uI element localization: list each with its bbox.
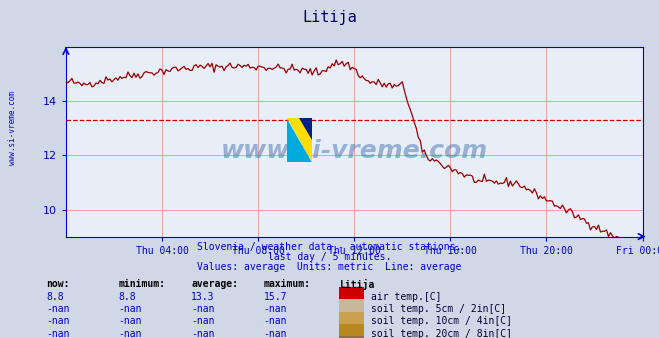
Text: soil temp. 5cm / 2in[C]: soil temp. 5cm / 2in[C] — [371, 304, 506, 314]
Text: -nan: -nan — [119, 316, 142, 327]
Text: www.si-vreme.com: www.si-vreme.com — [221, 139, 488, 164]
Text: 8.8: 8.8 — [46, 292, 64, 302]
Text: -nan: -nan — [119, 329, 142, 338]
Text: 15.7: 15.7 — [264, 292, 287, 302]
Text: Litija: Litija — [302, 10, 357, 25]
Text: minimum:: minimum: — [119, 279, 165, 289]
Text: soil temp. 20cm / 8in[C]: soil temp. 20cm / 8in[C] — [371, 329, 512, 338]
Text: air temp.[C]: air temp.[C] — [371, 292, 442, 302]
Text: -nan: -nan — [191, 329, 215, 338]
Text: -nan: -nan — [46, 304, 70, 314]
Text: last day / 5 minutes.: last day / 5 minutes. — [268, 252, 391, 262]
Text: -nan: -nan — [191, 316, 215, 327]
Text: maximum:: maximum: — [264, 279, 310, 289]
Text: now:: now: — [46, 279, 70, 289]
Text: -nan: -nan — [264, 304, 287, 314]
Polygon shape — [299, 118, 312, 140]
Text: -nan: -nan — [119, 304, 142, 314]
Text: 13.3: 13.3 — [191, 292, 215, 302]
Text: -nan: -nan — [191, 304, 215, 314]
Text: 8.8: 8.8 — [119, 292, 136, 302]
Text: average:: average: — [191, 279, 238, 289]
Bar — [339, 336, 364, 338]
Text: -nan: -nan — [46, 316, 70, 327]
Text: -nan: -nan — [264, 316, 287, 327]
Text: -nan: -nan — [46, 329, 70, 338]
Text: Slovenia / weather data - automatic stations.: Slovenia / weather data - automatic stat… — [197, 242, 462, 252]
Bar — [339, 324, 364, 338]
Text: -nan: -nan — [264, 329, 287, 338]
Text: www.si-vreme.com: www.si-vreme.com — [8, 92, 17, 165]
Bar — [339, 312, 364, 327]
Bar — [339, 287, 364, 302]
Text: Values: average  Units: metric  Line: average: Values: average Units: metric Line: aver… — [197, 262, 462, 272]
Bar — [339, 299, 364, 314]
Text: Litija: Litija — [339, 279, 374, 290]
Text: soil temp. 10cm / 4in[C]: soil temp. 10cm / 4in[C] — [371, 316, 512, 327]
Polygon shape — [287, 118, 312, 162]
Polygon shape — [287, 118, 312, 162]
